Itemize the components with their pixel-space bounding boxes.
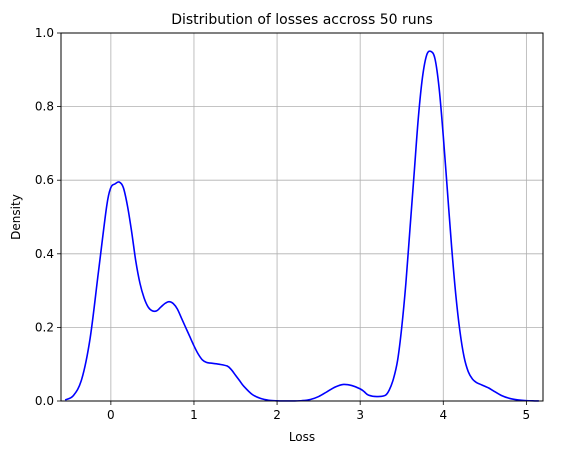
x-tick-label-0: 0: [107, 408, 115, 422]
y-tick-label-4: 0.8: [35, 100, 54, 114]
y-tick-label-3: 0.6: [35, 173, 54, 187]
x-tick-label-2: 2: [273, 408, 281, 422]
y-tick-label-0: 0.0: [35, 394, 54, 408]
y-tick-label-2: 0.4: [35, 247, 54, 261]
density-line-0: [64, 50, 539, 402]
y-axis-label: Density: [9, 194, 23, 240]
chart-title: Distribution of losses accross 50 runs: [171, 12, 433, 28]
x-tick-label-1: 1: [190, 408, 198, 422]
tick-layer: 0 1 2 3 4 5 0.0 0.2 0.4 0.6 0.8 1.0: [35, 26, 530, 422]
x-tick-label-4: 4: [439, 408, 447, 422]
x-tick-label-5: 5: [523, 408, 531, 422]
y-tick-label-5: 1.0: [35, 26, 54, 40]
x-axis-label: Loss: [289, 430, 315, 444]
series-layer: [64, 50, 539, 402]
y-tick-label-1: 0.2: [35, 320, 54, 334]
plot-frame: [60, 32, 544, 402]
x-tick-label-3: 3: [356, 408, 364, 422]
grid-layer: [61, 32, 543, 402]
